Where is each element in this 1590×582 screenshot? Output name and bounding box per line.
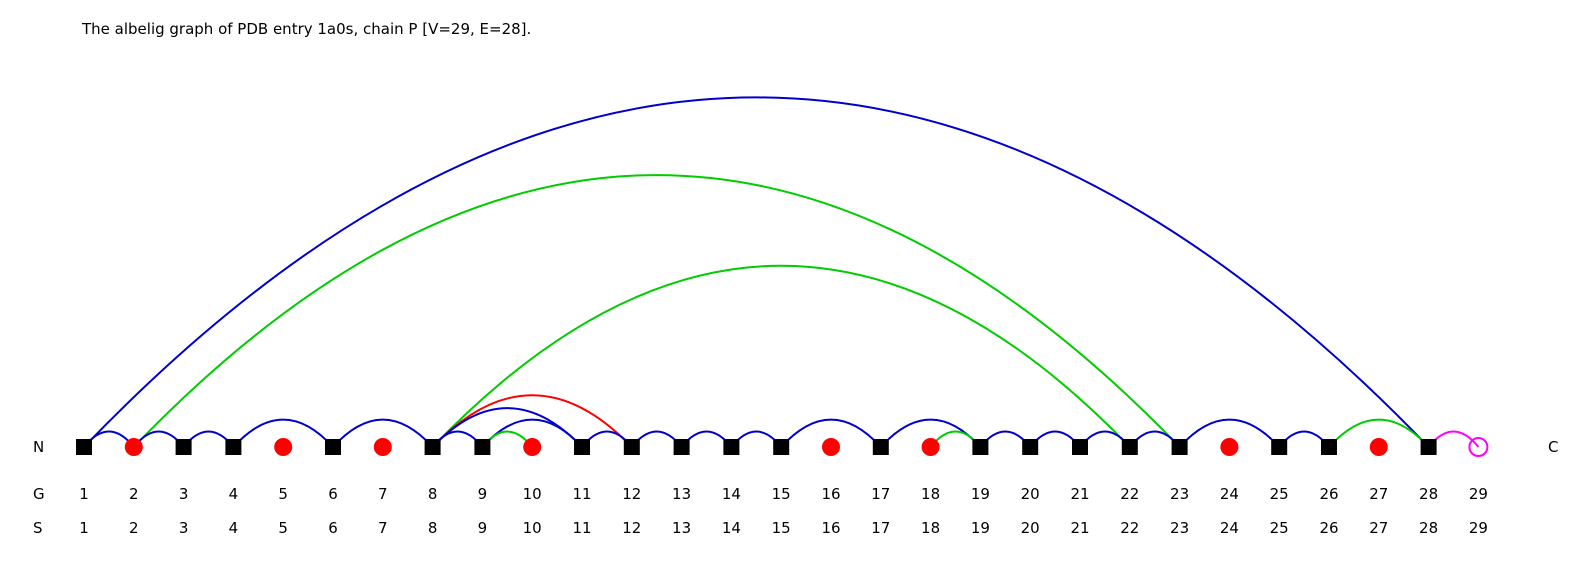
node-square-22 (1122, 439, 1138, 455)
s-number-18: 18 (921, 519, 940, 537)
s-number-11: 11 (572, 519, 591, 537)
s-number-3: 3 (179, 519, 189, 537)
g-number-5: 5 (278, 485, 288, 503)
node-square-28 (1421, 439, 1437, 455)
s-number-16: 16 (821, 519, 840, 537)
g-number-4: 4 (229, 485, 239, 503)
g-number-3: 3 (179, 485, 189, 503)
node-square-15 (773, 439, 789, 455)
terminal-n-label: N (33, 438, 44, 456)
node-square-9 (474, 439, 490, 455)
g-number-27: 27 (1369, 485, 1388, 503)
terminal-c-label: C (1548, 438, 1558, 456)
s-number-25: 25 (1270, 519, 1289, 537)
s-number-17: 17 (871, 519, 890, 537)
s-number-23: 23 (1170, 519, 1189, 537)
node-square-11 (574, 439, 590, 455)
node-square-8 (425, 439, 441, 455)
g-number-8: 8 (428, 485, 438, 503)
s-number-21: 21 (1070, 519, 1089, 537)
s-number-19: 19 (971, 519, 990, 537)
albelig-graph: The albelig graph of PDB entry 1a0s, cha… (0, 0, 1590, 582)
edge-2-23 (134, 175, 1180, 447)
node-circle-18 (922, 438, 940, 456)
node-square-19 (972, 439, 988, 455)
g-number-6: 6 (328, 485, 338, 503)
s-number-4: 4 (229, 519, 239, 537)
g-number-21: 21 (1070, 485, 1089, 503)
g-number-20: 20 (1021, 485, 1040, 503)
node-circle-10 (523, 438, 541, 456)
g-number-28: 28 (1419, 485, 1438, 503)
s-number-29: 29 (1469, 519, 1488, 537)
s-number-20: 20 (1021, 519, 1040, 537)
g-number-9: 9 (478, 485, 488, 503)
node-square-17 (873, 439, 889, 455)
s-number-6: 6 (328, 519, 338, 537)
s-number-1: 1 (79, 519, 89, 537)
g-number-26: 26 (1319, 485, 1338, 503)
node-circle-27 (1370, 438, 1388, 456)
g-number-19: 19 (971, 485, 990, 503)
g-number-13: 13 (672, 485, 691, 503)
node-square-13 (674, 439, 690, 455)
g-number-18: 18 (921, 485, 940, 503)
s-number-9: 9 (478, 519, 488, 537)
g-number-23: 23 (1170, 485, 1189, 503)
g-number-2: 2 (129, 485, 139, 503)
s-number-12: 12 (622, 519, 641, 537)
g-number-10: 10 (523, 485, 542, 503)
g-number-17: 17 (871, 485, 890, 503)
row-label-g: G (33, 485, 45, 503)
s-number-7: 7 (378, 519, 388, 537)
s-number-28: 28 (1419, 519, 1438, 537)
node-square-20 (1022, 439, 1038, 455)
node-circle-2 (125, 438, 143, 456)
s-number-13: 13 (672, 519, 691, 537)
s-number-8: 8 (428, 519, 438, 537)
g-number-1: 1 (79, 485, 89, 503)
g-number-15: 15 (772, 485, 791, 503)
s-number-5: 5 (278, 519, 288, 537)
s-number-10: 10 (523, 519, 542, 537)
node-square-14 (723, 439, 739, 455)
row-label-s: S (33, 519, 43, 537)
node-square-6 (325, 439, 341, 455)
g-number-7: 7 (378, 485, 388, 503)
node-square-25 (1271, 439, 1287, 455)
edges (84, 97, 1478, 447)
g-number-25: 25 (1270, 485, 1289, 503)
g-number-11: 11 (572, 485, 591, 503)
edge-1-28 (84, 97, 1429, 447)
node-circle-5 (274, 438, 292, 456)
node-circle-24 (1220, 438, 1238, 456)
g-number-22: 22 (1120, 485, 1139, 503)
s-number-14: 14 (722, 519, 741, 537)
node-square-23 (1172, 439, 1188, 455)
node-square-1 (76, 439, 92, 455)
s-number-22: 22 (1120, 519, 1139, 537)
node-square-26 (1321, 439, 1337, 455)
g-number-16: 16 (821, 485, 840, 503)
s-number-26: 26 (1319, 519, 1338, 537)
s-number-15: 15 (772, 519, 791, 537)
g-number-29: 29 (1469, 485, 1488, 503)
nodes (76, 438, 1487, 456)
node-circle-16 (822, 438, 840, 456)
node-circle-7 (374, 438, 392, 456)
node-square-12 (624, 439, 640, 455)
g-number-12: 12 (622, 485, 641, 503)
graph-svg: NCGS123456789101112131415161718192021222… (0, 0, 1590, 582)
g-number-14: 14 (722, 485, 741, 503)
node-square-3 (176, 439, 192, 455)
s-number-24: 24 (1220, 519, 1239, 537)
s-number-27: 27 (1369, 519, 1388, 537)
node-square-21 (1072, 439, 1088, 455)
node-square-4 (225, 439, 241, 455)
g-number-24: 24 (1220, 485, 1239, 503)
s-number-2: 2 (129, 519, 139, 537)
